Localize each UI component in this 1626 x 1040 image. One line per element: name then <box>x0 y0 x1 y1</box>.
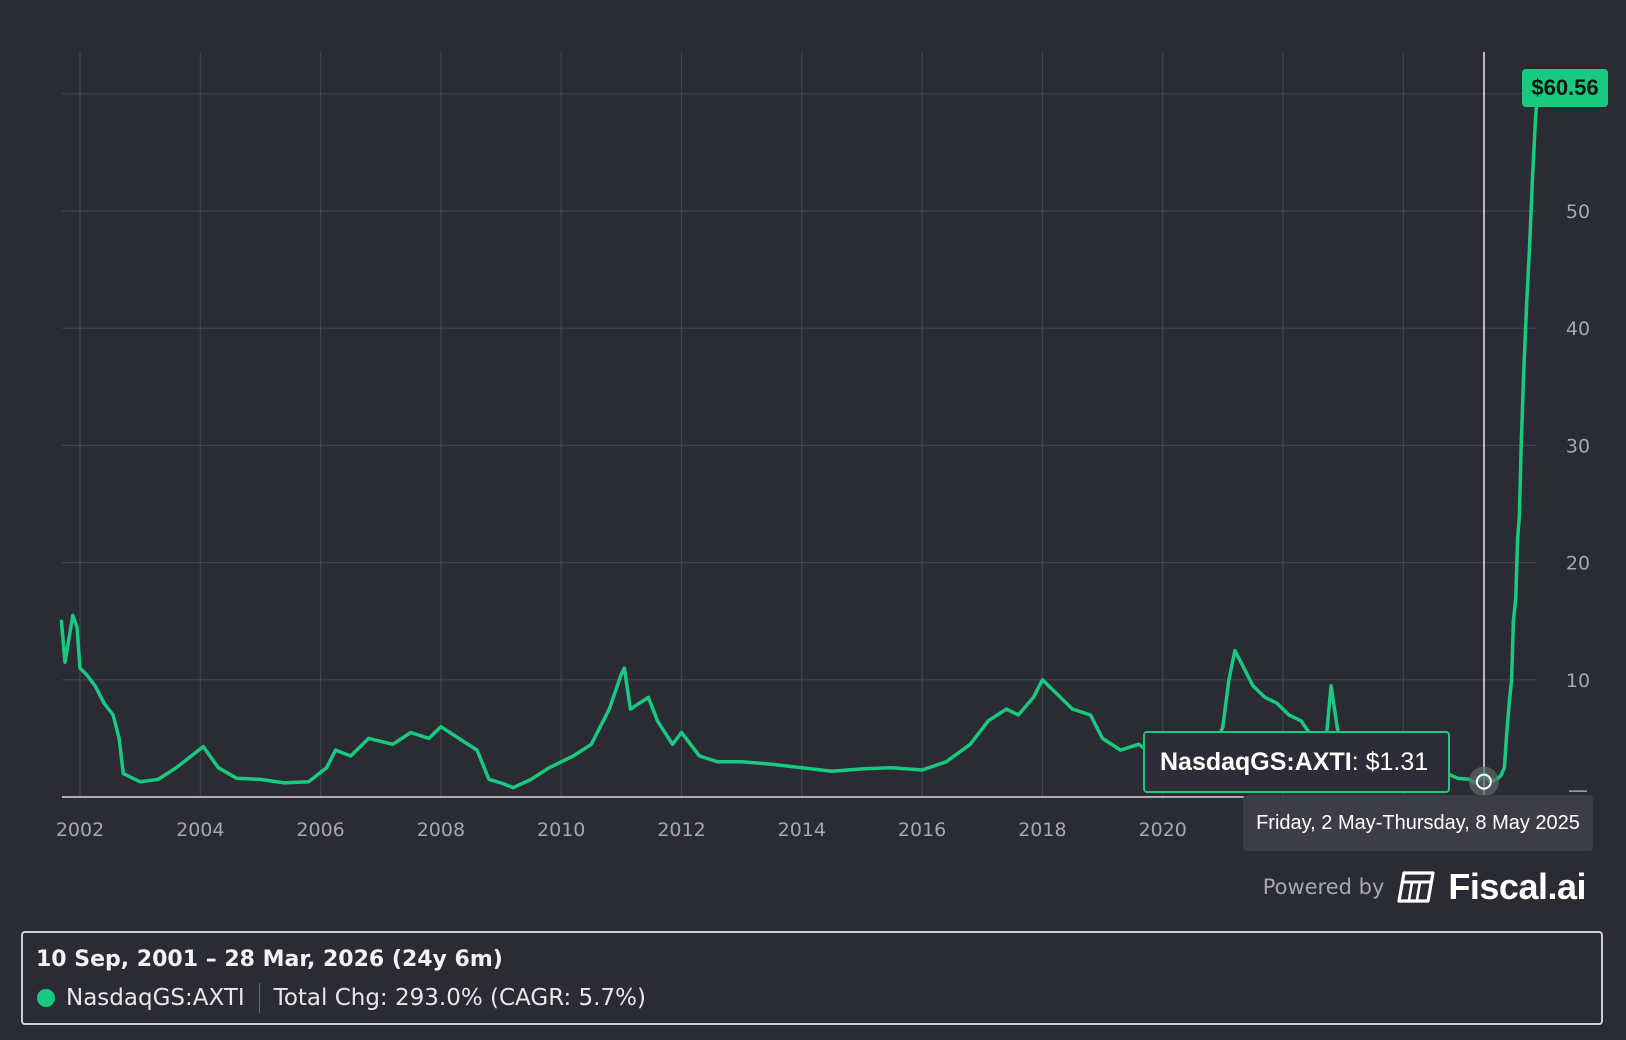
x-axis-ticks: 2002 2004 2006 2008 2010 2012 2014 2016 2018 2020 <box>56 819 1187 841</box>
x-tick-label: 2020 <box>1139 819 1187 841</box>
legend-separator <box>258 983 260 1013</box>
y-tick-label: 20 <box>1566 553 1590 575</box>
summary-panel: 10 Sep, 2001 – 28 Mar, 2026 (24y 6m) Nas… <box>21 931 1603 1025</box>
legend-row: NasdaqGS:AXTI Total Chg: 293.0% (CAGR: 5… <box>37 983 646 1013</box>
x-tick-label: 2006 <box>296 819 344 841</box>
y-axis-ticks: 10 20 30 40 50 <box>1566 201 1590 792</box>
x-tick-label: 2012 <box>657 819 705 841</box>
legend-ticker[interactable]: NasdaqGS:AXTI <box>66 985 245 1011</box>
y-tick-label: 50 <box>1566 201 1590 223</box>
x-tick-label: 2008 <box>417 819 465 841</box>
x-tick-label: 2016 <box>898 819 946 841</box>
total-change: Total Chg: 293.0% (CAGR: 5.7%) <box>273 985 646 1011</box>
x-tick-label: 2018 <box>1018 819 1066 841</box>
hover-date-range: Friday, 2 May-Thursday, 8 May 2025 <box>1256 811 1580 834</box>
powered-by-label: Powered by <box>1262 875 1385 899</box>
last-price-badge: $60.56 <box>1522 69 1608 107</box>
hover-tooltip-date: Friday, 2 May-Thursday, 8 May 2025 <box>1243 795 1593 851</box>
horizontal-gridlines <box>62 93 1536 681</box>
powered-by[interactable]: Powered by Fiscal.ai <box>1262 862 1587 912</box>
y-tick-label: 10 <box>1566 670 1590 692</box>
fiscal-logo-icon <box>1397 871 1436 903</box>
brand-name: Fiscal.ai <box>1448 866 1586 907</box>
hover-ticker: NasdaqGS:AXTI <box>1160 747 1352 776</box>
x-tick-label: 2010 <box>537 819 585 841</box>
x-tick-label: 2014 <box>778 819 826 841</box>
hover-point-halo <box>1468 766 1499 797</box>
vertical-gridlines <box>79 52 1404 797</box>
hover-point-marker <box>1475 773 1492 790</box>
date-range: 10 Sep, 2001 – 28 Mar, 2026 (24y 6m) <box>36 947 503 972</box>
legend-dot-icon <box>37 989 55 1007</box>
y-tick-label: 30 <box>1566 435 1590 457</box>
hover-tooltip-value: NasdaqGS:AXTI: $1.31 <box>1143 731 1450 793</box>
x-tick-label: 2004 <box>176 819 224 841</box>
price-series-line <box>59 85 1540 790</box>
y-tick-label: 40 <box>1566 318 1590 340</box>
x-tick-label: 2002 <box>56 819 104 841</box>
hover-price: : $1.31 <box>1351 747 1429 776</box>
